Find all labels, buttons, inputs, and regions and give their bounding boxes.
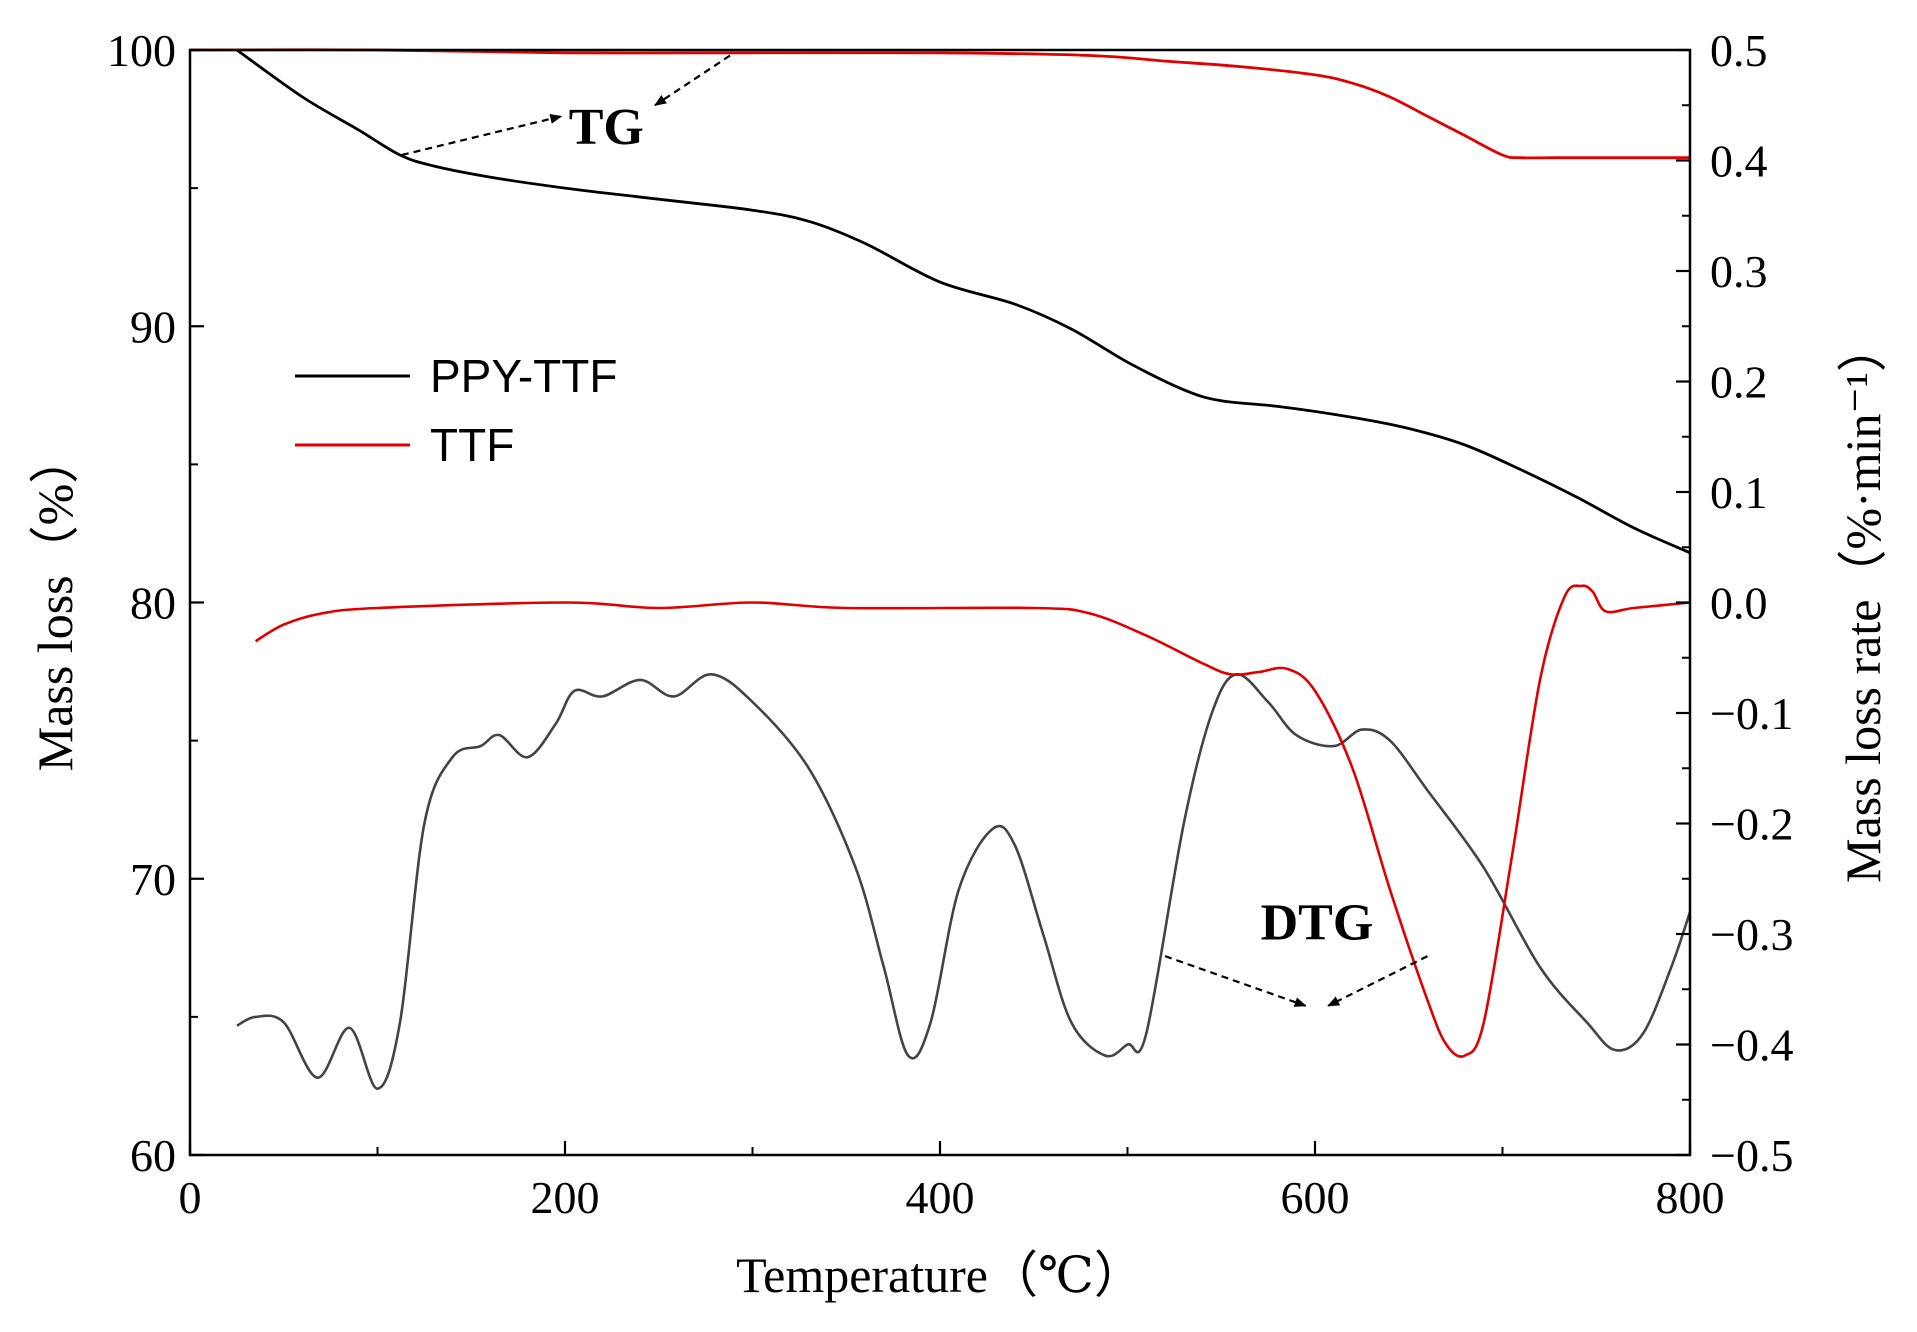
- ticks-layer: 0 200 400 600 800 60 70 80 90 100 −0.5 −0.4 −0.3 −0.2…: [107, 25, 1793, 1223]
- x-tick-label: 0: [179, 1172, 202, 1223]
- y-right-tick-label: −0.1: [1710, 688, 1793, 739]
- y-right-tick-label: 0.5: [1710, 25, 1768, 76]
- series-layer: [189, 48, 1692, 1091]
- y-right-axis-title: Mass loss rate（%·min⁻¹）: [1835, 322, 1891, 883]
- y-left-tick-label: 100: [107, 25, 176, 76]
- y-left-tick-label: 90: [130, 301, 176, 352]
- dtg-arrow-from-ttf: [1327, 955, 1428, 1007]
- y-left-tick-label: 70: [130, 854, 176, 905]
- y-right-tick-label: 0.4: [1710, 136, 1768, 187]
- y-right-tick-label: 0.3: [1710, 246, 1768, 297]
- legend: PPY-TTF TTF: [295, 350, 617, 471]
- annotation-dtg: DTG: [1261, 895, 1374, 952]
- y-right-tick-label: 0.0: [1710, 578, 1768, 629]
- series-line-ppy-ttf-tg: [236, 48, 1691, 555]
- x-tick-label: 600: [1281, 1172, 1350, 1223]
- x-tick-label: 400: [906, 1172, 975, 1223]
- series-line-ppy-ttf-dtg: [236, 672, 1692, 1091]
- x-tick-label: 200: [531, 1172, 600, 1223]
- y-left-tick-label: 60: [130, 1130, 176, 1181]
- y-left-tick-label: 80: [130, 578, 176, 629]
- legend-label-ttf: TTF: [430, 419, 514, 471]
- y-right-tick-label: −0.5: [1710, 1130, 1793, 1181]
- legend-label-ppy-ttf: PPY-TTF: [430, 350, 617, 402]
- y-right-tick-label: 0.1: [1710, 467, 1768, 518]
- plot-frame: [188, 48, 1692, 1157]
- annotations: TG DTG: [401, 54, 1428, 1007]
- y-right-tick-label: −0.3: [1710, 909, 1793, 960]
- y-right-tick-label: −0.2: [1710, 799, 1793, 850]
- y-left-axis-title: Mass loss（%）: [27, 434, 83, 772]
- series-line-ttf-dtg: [254, 584, 1691, 1058]
- y-right-tick-label: −0.4: [1710, 1020, 1793, 1071]
- y-right-tick-label: 0.2: [1710, 357, 1768, 408]
- annotation-tg: TG: [569, 99, 644, 156]
- series-line-ttf-tg: [189, 48, 1690, 160]
- tg-arrow-to-ppy: [401, 114, 563, 157]
- x-axis-title: Temperature（℃）: [736, 1247, 1144, 1303]
- tg-arrow-to-ttf: [654, 54, 731, 107]
- x-tick-label: 800: [1656, 1172, 1725, 1223]
- dtg-arrow-from-ppy: [1164, 955, 1307, 1007]
